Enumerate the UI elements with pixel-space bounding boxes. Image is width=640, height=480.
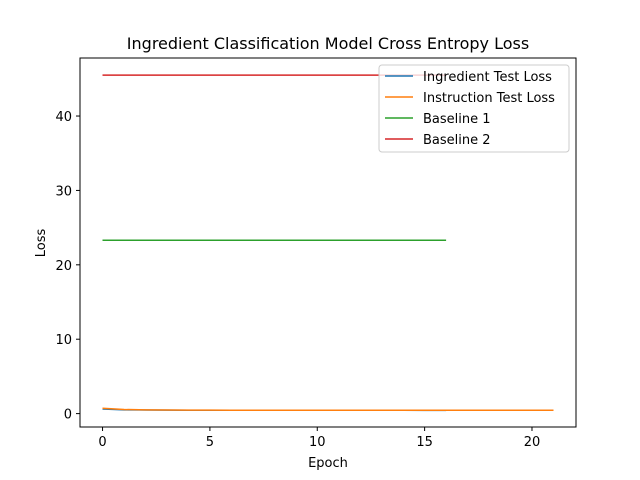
y-tick-label: 0 bbox=[64, 408, 72, 423]
legend-label-baseline-1: Baseline 1 bbox=[423, 112, 491, 127]
y-tick-label: 10 bbox=[55, 333, 72, 348]
chart-title: Ingredient Classification Model Cross En… bbox=[127, 34, 529, 53]
x-tick-label: 0 bbox=[98, 435, 106, 450]
x-axis: 0 5 10 15 20 bbox=[98, 427, 540, 450]
y-tick-label: 40 bbox=[55, 110, 72, 125]
y-tick-label: 30 bbox=[55, 184, 72, 199]
y-tick-label: 20 bbox=[55, 259, 72, 274]
series-line-instruction-test-loss bbox=[102, 407, 554, 412]
legend-label-instruction-test-loss: Instruction Test Loss bbox=[423, 91, 555, 106]
y-axis-label: Loss bbox=[34, 229, 49, 258]
legend: Ingredient Test Loss Instruction Test Los… bbox=[378, 64, 570, 153]
legend-label-baseline-2: Baseline 2 bbox=[423, 133, 491, 148]
plot-frame bbox=[79, 57, 577, 428]
legend-label-ingredient-test-loss: Ingredient Test Loss bbox=[423, 70, 552, 85]
x-tick-label: 10 bbox=[309, 435, 326, 450]
x-tick-label: 20 bbox=[524, 435, 541, 450]
legend-box bbox=[378, 64, 570, 153]
x-tick-label: 15 bbox=[416, 435, 433, 450]
y-axis: 0 10 20 30 40 bbox=[55, 110, 80, 423]
x-axis-label: Epoch bbox=[308, 456, 348, 471]
x-tick-label: 5 bbox=[206, 435, 214, 450]
